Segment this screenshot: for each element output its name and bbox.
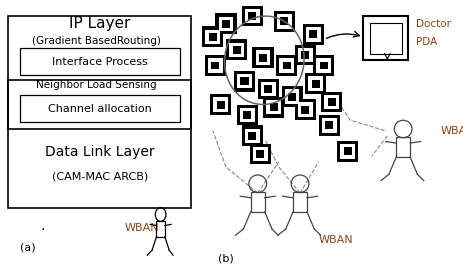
Bar xyxy=(305,73,326,94)
Bar xyxy=(156,221,164,237)
Bar xyxy=(395,137,409,157)
Bar xyxy=(297,102,312,117)
Bar xyxy=(248,12,256,20)
Bar xyxy=(263,97,283,118)
Bar xyxy=(324,95,338,109)
Bar xyxy=(275,55,297,76)
Bar xyxy=(321,118,336,133)
Bar xyxy=(318,115,339,136)
Bar xyxy=(279,58,294,73)
Text: Neighbor Load Sensing: Neighbor Load Sensing xyxy=(36,80,156,90)
Bar xyxy=(266,100,281,115)
Bar xyxy=(339,144,354,159)
Bar xyxy=(269,103,277,111)
Bar xyxy=(308,76,323,91)
Bar xyxy=(264,85,272,93)
Bar xyxy=(319,62,327,69)
Bar xyxy=(229,43,244,57)
Bar xyxy=(256,150,264,158)
Bar xyxy=(343,148,351,155)
Bar xyxy=(244,9,259,23)
Text: (Gradient BasedRouting): (Gradient BasedRouting) xyxy=(31,36,160,46)
Bar xyxy=(257,78,278,99)
Bar xyxy=(233,71,255,92)
Bar xyxy=(204,55,225,76)
Text: Doctor: Doctor xyxy=(415,19,450,29)
Text: Interface Process: Interface Process xyxy=(52,57,147,67)
Bar xyxy=(249,144,270,164)
Bar xyxy=(241,6,263,26)
Bar xyxy=(232,46,240,54)
Bar xyxy=(239,108,254,122)
Bar xyxy=(216,101,224,109)
Bar xyxy=(213,97,228,112)
Bar xyxy=(20,95,179,122)
Text: WBAN: WBAN xyxy=(124,223,159,233)
Text: (CAM-MAC ARCB): (CAM-MAC ARCB) xyxy=(51,171,148,181)
Bar xyxy=(293,192,307,212)
Bar xyxy=(305,27,320,41)
Bar xyxy=(215,13,236,34)
Bar xyxy=(236,104,257,125)
Bar xyxy=(250,192,264,212)
Bar xyxy=(260,82,275,96)
Bar xyxy=(210,94,231,115)
Bar xyxy=(243,111,250,119)
Bar xyxy=(202,26,223,47)
Bar xyxy=(284,89,299,104)
Bar xyxy=(241,125,263,146)
Bar xyxy=(207,58,222,73)
Bar xyxy=(255,50,270,65)
Bar xyxy=(311,80,319,88)
Bar xyxy=(369,22,401,54)
Bar xyxy=(308,30,317,38)
Bar xyxy=(225,39,247,60)
Bar xyxy=(252,147,267,161)
Bar xyxy=(244,129,259,143)
Text: (a): (a) xyxy=(19,243,35,253)
Bar xyxy=(300,106,309,114)
Bar xyxy=(280,17,288,25)
Bar xyxy=(302,24,323,45)
Bar xyxy=(8,16,191,129)
Bar xyxy=(237,74,251,88)
Bar xyxy=(316,58,331,73)
Bar xyxy=(327,98,335,106)
Bar xyxy=(258,54,266,62)
Bar xyxy=(325,122,332,129)
Text: WBAN: WBAN xyxy=(439,126,463,136)
Bar xyxy=(281,86,302,107)
Bar xyxy=(240,77,248,85)
Bar xyxy=(20,48,179,75)
Text: (b): (b) xyxy=(218,253,233,263)
Bar xyxy=(320,92,342,112)
Text: Channel allocation: Channel allocation xyxy=(48,104,151,113)
Bar xyxy=(300,51,309,59)
Bar xyxy=(8,80,191,208)
Text: PDA: PDA xyxy=(415,37,437,47)
Bar xyxy=(248,132,256,140)
Bar xyxy=(336,141,357,162)
Bar xyxy=(294,45,315,66)
Bar xyxy=(205,30,219,44)
Bar xyxy=(313,55,334,76)
Bar xyxy=(276,14,291,29)
Text: WBAN: WBAN xyxy=(318,235,352,245)
Text: Data Link Layer: Data Link Layer xyxy=(45,145,154,159)
Bar xyxy=(218,17,233,31)
Bar xyxy=(221,20,230,28)
Bar xyxy=(297,48,312,62)
Bar xyxy=(208,33,216,41)
Bar xyxy=(294,99,315,120)
Bar xyxy=(211,62,219,69)
Text: IP Layer: IP Layer xyxy=(69,16,130,31)
Bar xyxy=(252,47,273,68)
Bar xyxy=(282,62,290,69)
Text: .: . xyxy=(40,219,45,233)
Bar xyxy=(288,93,295,101)
Bar xyxy=(363,16,407,60)
Bar xyxy=(273,11,294,32)
